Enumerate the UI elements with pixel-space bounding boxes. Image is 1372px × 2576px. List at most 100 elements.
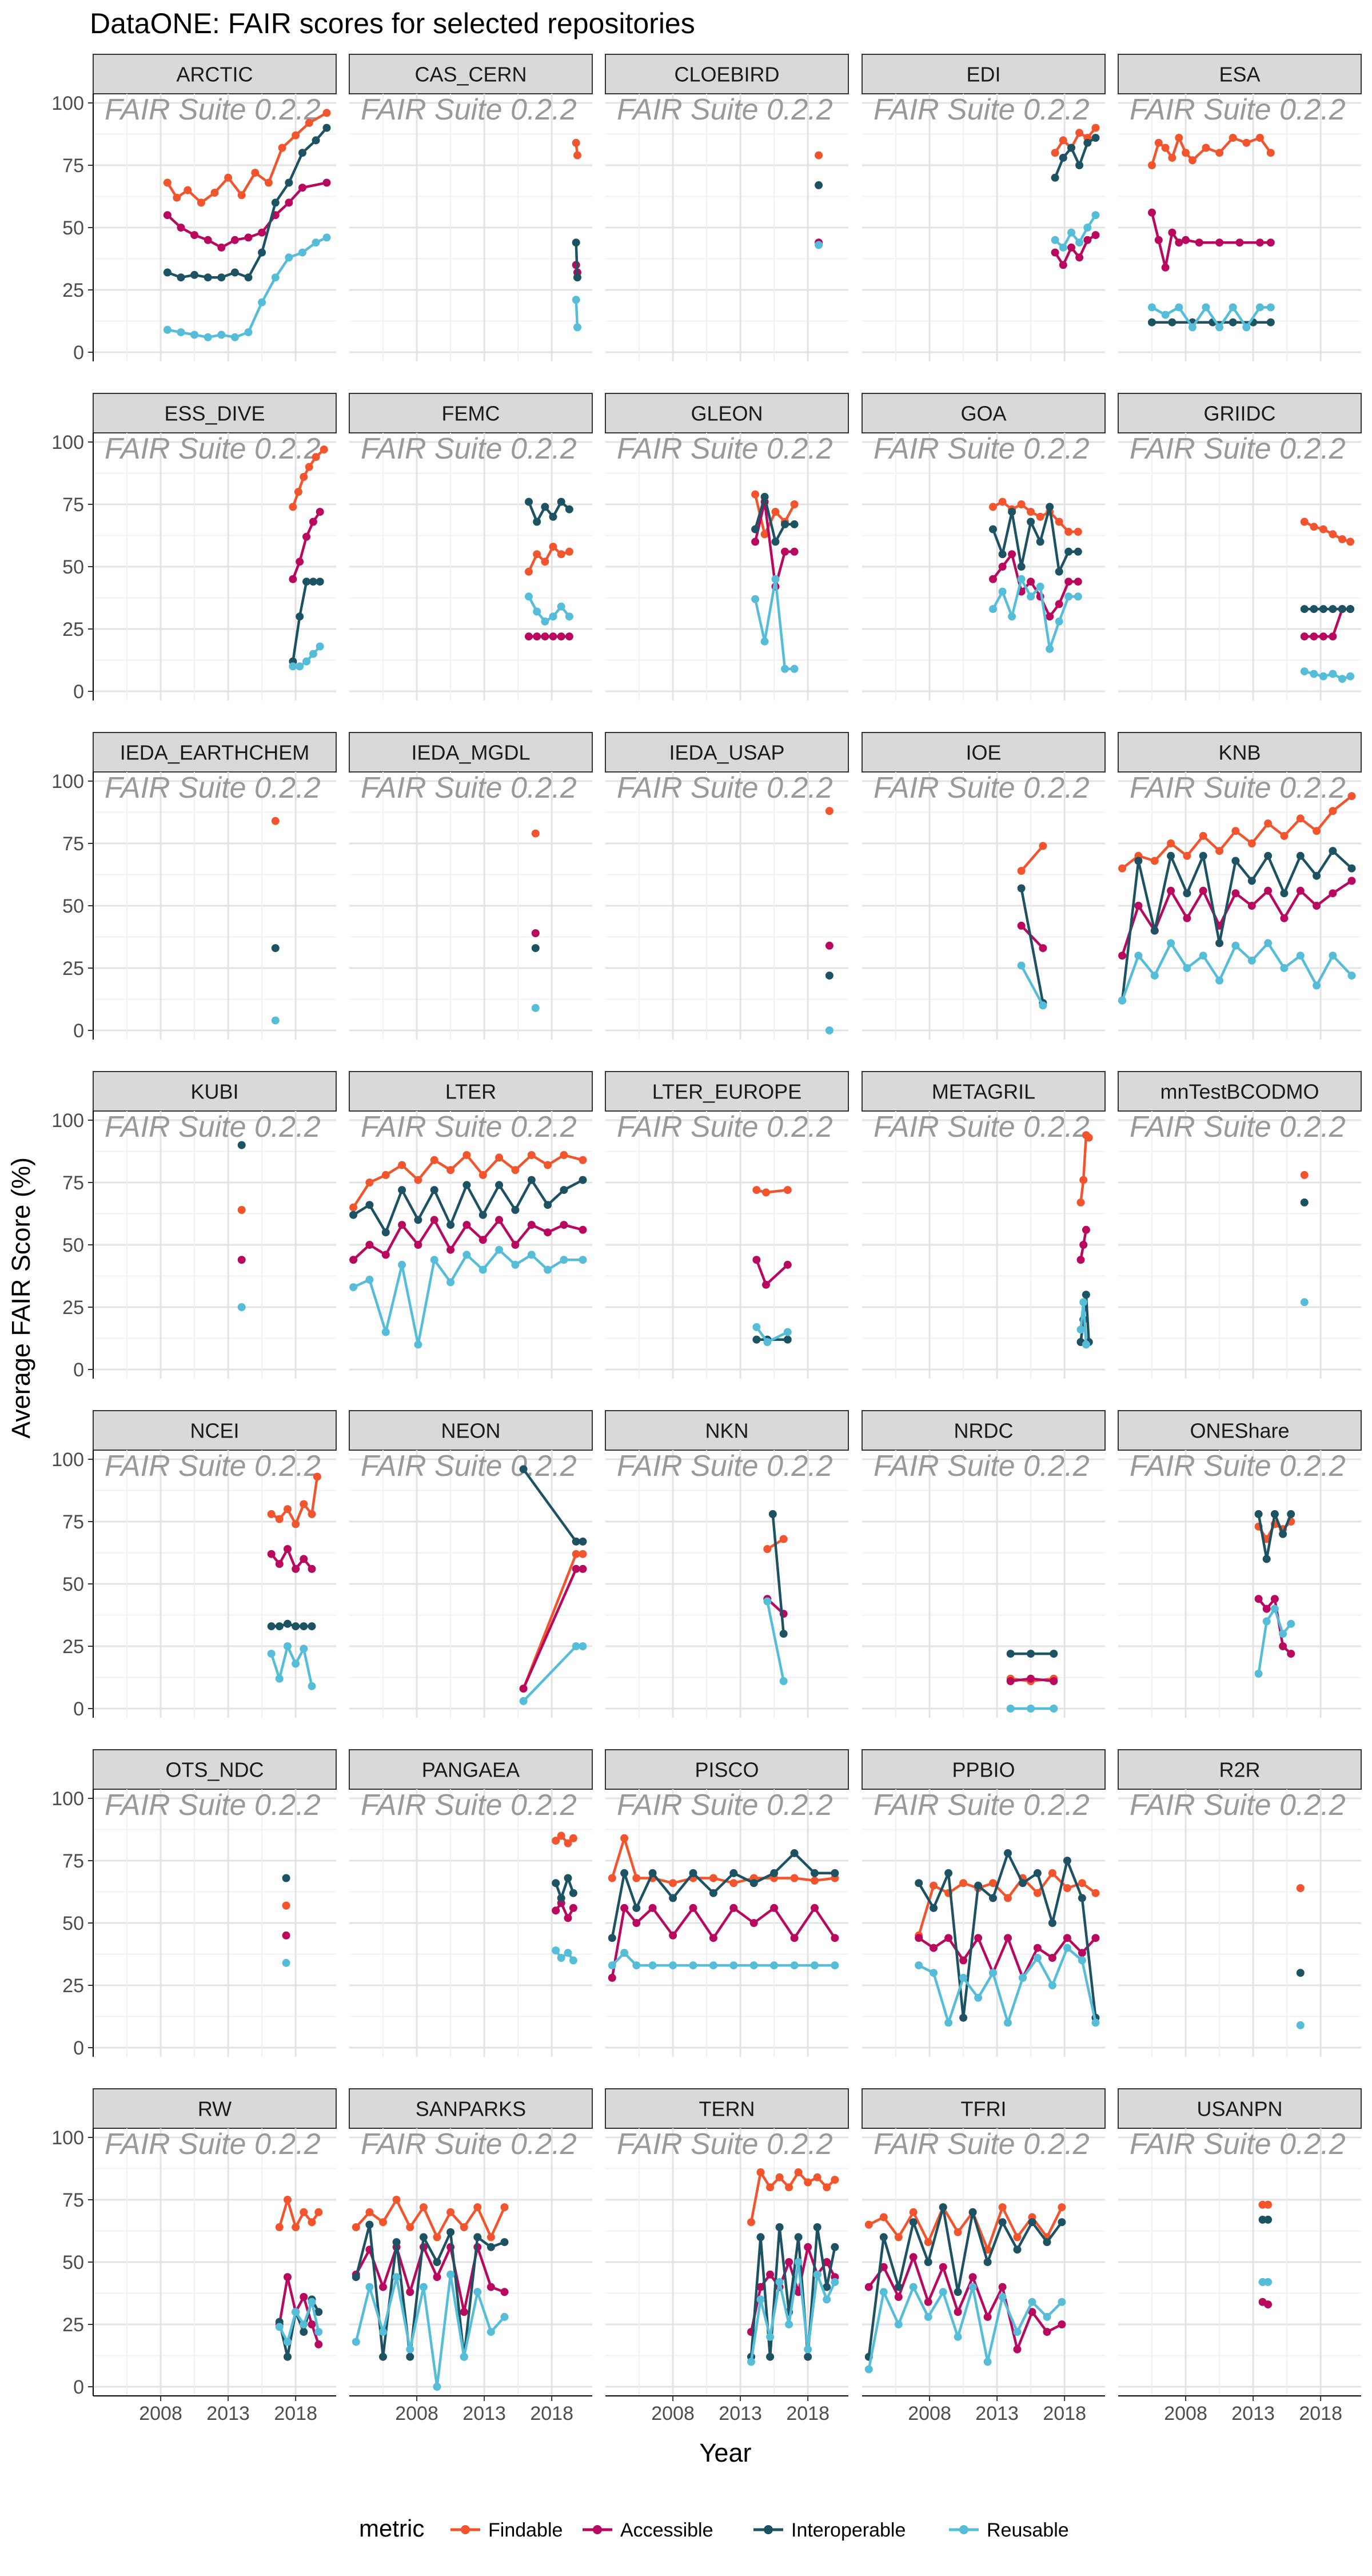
- point-findable: [308, 2218, 316, 2227]
- point-interoperable: [1008, 508, 1016, 516]
- point-reusable: [1091, 211, 1100, 220]
- point-accessible: [284, 2273, 292, 2282]
- point-accessible: [998, 563, 1007, 571]
- point-interoperable: [648, 1869, 657, 1877]
- facet-strip: [862, 1071, 1106, 1112]
- facet-watermark: FAIR Suite 0.2.2: [617, 1789, 833, 1822]
- point-findable: [300, 473, 308, 481]
- point-accessible: [1074, 578, 1082, 586]
- point-accessible: [790, 1934, 799, 1942]
- point-findable: [552, 1837, 560, 1845]
- point-reusable: [1215, 976, 1224, 985]
- point-interoperable: [1004, 1849, 1012, 1857]
- point-findable: [1167, 839, 1175, 847]
- point-interoperable: [930, 1904, 938, 1912]
- point-findable: [1048, 1869, 1056, 1877]
- point-accessible: [285, 198, 293, 207]
- point-reusable: [298, 248, 306, 257]
- point-reusable: [783, 1328, 792, 1336]
- point-interoperable: [1048, 1919, 1056, 1927]
- point-interoperable: [406, 2352, 414, 2361]
- point-interoperable: [244, 273, 253, 282]
- point-accessible: [527, 1221, 536, 1229]
- point-interoperable: [749, 1879, 758, 1888]
- point-reusable: [823, 2295, 831, 2304]
- point-reusable: [1036, 582, 1044, 591]
- point-reusable: [486, 2328, 495, 2336]
- point-findable: [924, 2238, 932, 2247]
- point-interoperable: [831, 1869, 839, 1877]
- point-findable: [1033, 1889, 1042, 1897]
- point-findable: [756, 2168, 765, 2176]
- point-findable: [1300, 517, 1309, 526]
- point-interoperable: [813, 2223, 821, 2231]
- point-reusable: [519, 1697, 528, 1705]
- point-interoperable: [756, 2233, 765, 2241]
- point-accessible: [406, 2288, 414, 2296]
- point-reusable: [915, 1961, 923, 1970]
- point-reusable: [1300, 667, 1309, 676]
- point-reusable: [1063, 1944, 1071, 1952]
- legend-label-interoperable: Interoperable: [791, 2519, 906, 2541]
- point-reusable: [1075, 238, 1084, 247]
- point-reusable: [569, 1956, 577, 1965]
- point-reusable: [794, 2258, 803, 2266]
- chart-title: DataONE: FAIR scores for selected reposi…: [90, 7, 695, 39]
- y-tick-label: 25: [62, 619, 84, 640]
- point-reusable: [894, 2320, 903, 2328]
- point-findable: [398, 1161, 406, 1169]
- point-accessible: [944, 1934, 953, 1942]
- point-interoperable: [983, 2258, 992, 2266]
- point-interoperable: [1296, 1969, 1305, 1977]
- point-reusable: [296, 662, 304, 671]
- point-accessible: [1255, 238, 1264, 247]
- point-findable: [1051, 149, 1059, 157]
- point-findable: [909, 2208, 918, 2216]
- point-interoperable: [775, 2223, 784, 2231]
- point-interoperable: [1043, 2238, 1051, 2247]
- point-reusable: [781, 664, 789, 673]
- point-interoperable: [237, 1141, 246, 1149]
- point-reusable: [527, 1251, 536, 1259]
- point-interoperable: [1033, 1869, 1042, 1877]
- point-reusable: [1048, 1981, 1056, 1989]
- facet-panel-r2r: R2R FAIR Suite 0.2.2: [1118, 1749, 1362, 2057]
- point-interoperable: [1078, 1894, 1086, 1902]
- point-interoperable: [1046, 503, 1054, 511]
- point-reusable: [462, 1251, 471, 1259]
- y-tick-label: 0: [73, 2376, 84, 2398]
- point-reusable: [1188, 323, 1196, 332]
- facet-watermark: FAIR Suite 0.2.2: [1130, 771, 1346, 805]
- point-reusable: [308, 1682, 316, 1690]
- series-line-reusable: [575, 300, 579, 328]
- point-reusable: [560, 1256, 568, 1264]
- point-reusable: [729, 1961, 738, 1970]
- point-interoperable: [519, 1465, 528, 1474]
- facet-strip: [605, 2088, 849, 2129]
- point-reusable: [312, 238, 320, 247]
- point-accessible: [284, 1545, 292, 1553]
- point-reusable: [1280, 964, 1289, 972]
- point-interoperable: [565, 505, 573, 513]
- point-accessible: [525, 632, 533, 641]
- point-reusable: [1039, 1001, 1047, 1010]
- point-accessible: [989, 575, 997, 583]
- facet-strip-label: GOA: [960, 402, 1006, 425]
- point-accessible: [689, 1904, 697, 1912]
- point-reusable: [974, 1993, 983, 2002]
- point-accessible: [1048, 1954, 1056, 1962]
- y-tick-label: 25: [62, 1975, 84, 1997]
- point-findable: [308, 1510, 316, 1518]
- point-findable: [565, 547, 573, 556]
- point-interoperable: [462, 1181, 471, 1189]
- x-tick-label: 2018: [1043, 2403, 1086, 2424]
- point-findable: [495, 1153, 504, 1162]
- point-reusable: [1215, 323, 1224, 332]
- facet-panel-kubi: KUBI FAIR Suite 0.2.2 0 25 50 75 100: [51, 1071, 337, 1381]
- x-tick-label: 2013: [719, 2403, 762, 2424]
- point-accessible: [1118, 951, 1127, 960]
- point-interoperable: [1280, 889, 1289, 898]
- point-interoperable: [300, 1622, 308, 1631]
- point-accessible: [309, 517, 317, 526]
- point-accessible: [974, 1934, 983, 1942]
